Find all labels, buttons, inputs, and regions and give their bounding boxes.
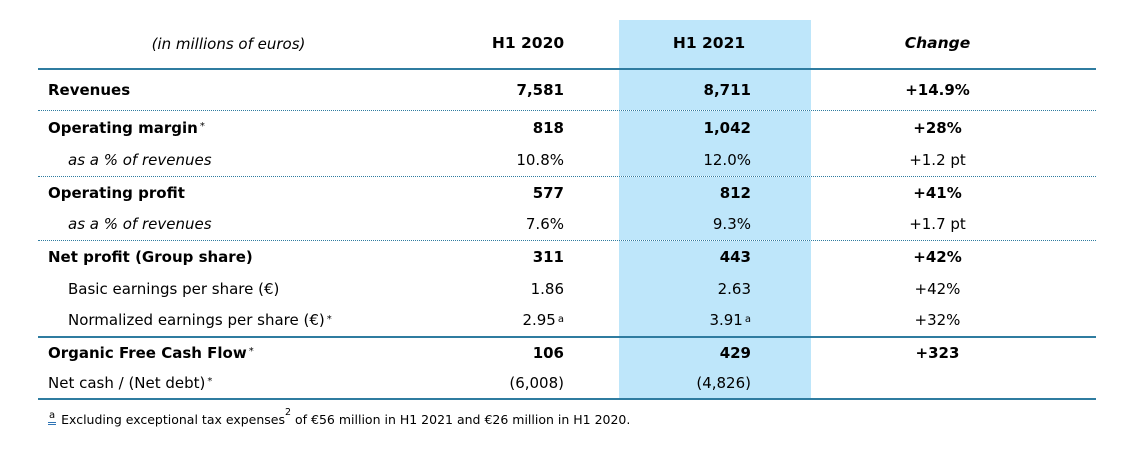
change-value — [811, 368, 1096, 398]
table-body: Revenues 7,581 8,711 +14.9% Operating margin… — [38, 70, 1096, 400]
h1-2020-value: 2.95 a — [522, 311, 564, 330]
h1-2020-value: 311 — [532, 247, 564, 266]
h1-2021-value: 9.3% — [619, 209, 811, 240]
column-header-h1-2021: H1 2021 — [619, 20, 811, 68]
h1-2020-value: 10.8% — [516, 151, 564, 170]
change-value: +42% — [913, 247, 962, 266]
change-value: +323 — [915, 343, 960, 362]
h1-2021-value: 429 — [619, 338, 811, 368]
column-header-h1-2020: H1 2020 — [491, 34, 565, 53]
h1-2020-value: 1.86 — [530, 279, 564, 298]
change-value: +1.7 pt — [909, 215, 966, 234]
h1-2021-value: 812 — [619, 177, 811, 209]
row-label: Revenues — [48, 80, 131, 99]
table-row: Normalized earnings per share (€) * 2.95 a 3… — [38, 305, 1096, 338]
row-label: Organic Free Cash Flow * — [48, 343, 254, 362]
row-label: Basic earnings per share (€) — [68, 279, 280, 298]
table-header-row: (in millions of euros) H1 2020 H1 2021 C… — [38, 20, 1096, 70]
table-row: Operating margin * 818 1,042 +28% — [38, 111, 1096, 145]
change-value: +32% — [914, 311, 961, 330]
change-value: +1.2 pt — [909, 151, 966, 170]
h1-2020-value: 106 — [532, 343, 564, 362]
row-label: as a % of revenues — [68, 151, 212, 170]
change-value: +28% — [913, 118, 962, 137]
h1-2020-value: 577 — [532, 183, 564, 202]
table-row: Basic earnings per share (€) 1.86 2.63 +42% — [38, 273, 1096, 305]
row-label: as a % of revenues — [68, 215, 212, 234]
change-value: +41% — [913, 183, 962, 202]
h1-2020-value: 7.6% — [525, 215, 564, 234]
footnote-superscript: 2 — [284, 406, 292, 418]
h1-2021-value: 12.0% — [619, 145, 811, 176]
h1-2021-value: 2.63 — [619, 273, 811, 305]
table-row: Net cash / (Net debt) * (6,008) (4,826) — [38, 368, 1096, 400]
financial-results-table: (in millions of euros) H1 2020 H1 2021 C… — [38, 20, 1096, 400]
table-row: as a % of revenues 7.6% 9.3% +1.7 pt — [38, 209, 1096, 241]
h1-2021-value: 3.91 a — [619, 305, 811, 336]
h1-2021-value: 8,711 — [619, 70, 811, 110]
change-value: +14.9% — [905, 80, 970, 99]
footnote-text: Excluding exceptional tax expenses2 of €… — [61, 406, 631, 427]
row-label: Net cash / (Net debt) * — [48, 373, 213, 392]
h1-2021-value: 443 — [619, 241, 811, 273]
unit-label: (in millions of euros) — [151, 34, 306, 53]
change-value: +42% — [914, 279, 961, 298]
h1-2020-value: (6,008) — [509, 373, 564, 392]
table-row: as a % of revenues 10.8% 12.0% +1.2 pt — [38, 145, 1096, 177]
column-header-change: Change — [904, 34, 971, 53]
table-row: Net profit (Group share) 311 443 +42% — [38, 241, 1096, 273]
table-row: Revenues 7,581 8,711 +14.9% — [38, 70, 1096, 111]
h1-2020-value: 7,581 — [516, 80, 564, 99]
table-row: Operating profit 577 812 +41% — [38, 177, 1096, 209]
h1-2021-value: (4,826) — [619, 368, 811, 398]
row-label: Net profit (Group share) — [48, 247, 253, 266]
footnote: a Excluding exceptional tax expenses2 of … — [48, 406, 631, 431]
row-label: Operating profit — [48, 183, 185, 202]
footnote-marker: a — [48, 411, 57, 425]
h1-2021-value: 1,042 — [619, 111, 811, 145]
table-row: Organic Free Cash Flow * 106 429 +323 — [38, 338, 1096, 368]
row-label: Normalized earnings per share (€) * — [68, 311, 332, 330]
h1-2020-value: 818 — [532, 118, 564, 137]
row-label: Operating margin * — [48, 118, 205, 137]
